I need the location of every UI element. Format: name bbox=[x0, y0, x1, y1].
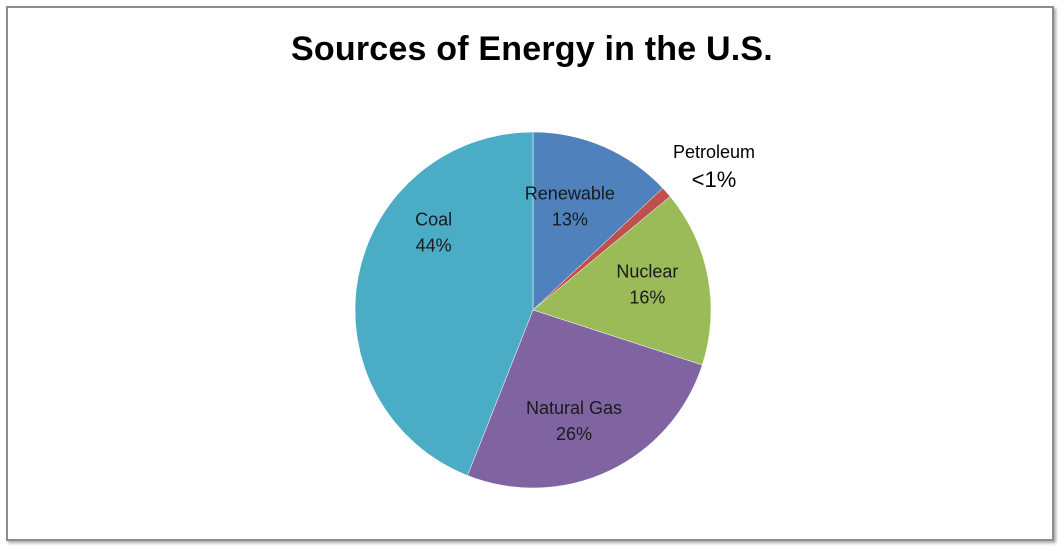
pie-slice-coal bbox=[354, 131, 534, 476]
pie-slice-nuclear bbox=[532, 196, 712, 366]
slice-label-natural-gas-value: 26% bbox=[556, 424, 592, 444]
slice-label-nuclear-name: Nuclear bbox=[616, 261, 678, 281]
slice-label-petroleum-value: <1% bbox=[692, 167, 737, 192]
slice-label-nuclear-value: 16% bbox=[629, 287, 665, 307]
pie-slice-renewable bbox=[532, 131, 664, 311]
slice-label-coal-value: 44% bbox=[416, 235, 452, 255]
slice-label-renewable-value: 13% bbox=[552, 210, 588, 230]
pie-slice-natural-gas bbox=[467, 309, 703, 489]
slice-label-coal-name: Coal bbox=[415, 209, 452, 229]
slice-label-renewable-name: Renewable bbox=[525, 184, 615, 204]
slice-label-petroleum-name: Petroleum bbox=[673, 142, 755, 162]
slice-label-natural-gas-name: Natural Gas bbox=[526, 398, 622, 418]
chart-title: Sources of Energy in the U.S. bbox=[291, 30, 773, 68]
